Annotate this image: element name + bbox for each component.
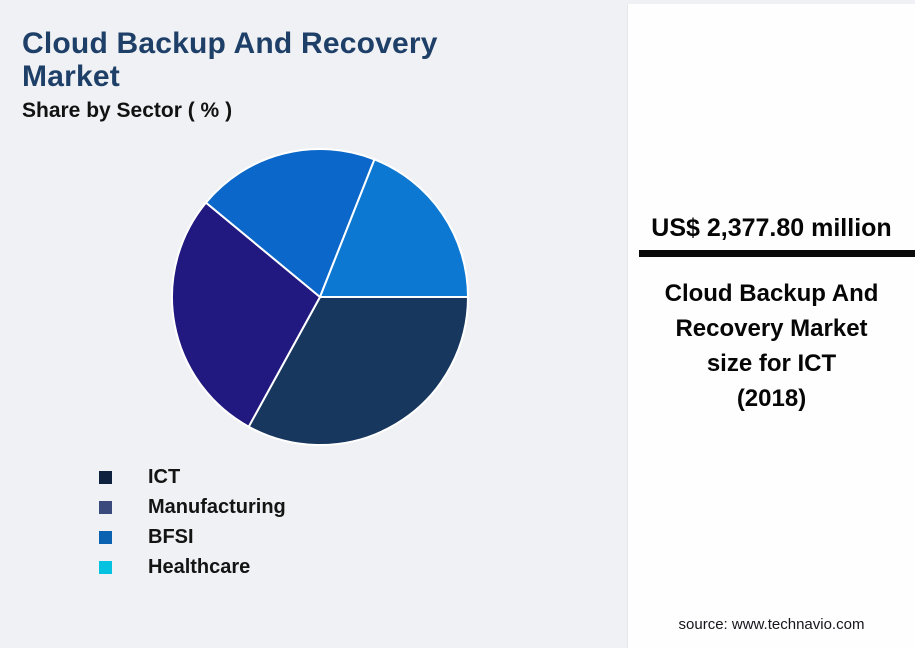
info-panel: US$ 2,377.80 million Cloud Backup And Re… [627,4,915,648]
pie-slice-manufacturing [171,201,321,428]
pie-chart-container [170,147,470,447]
legend-item-bfsi: BFSI [99,522,286,552]
chart-subtitle: Share by Sector ( % ) [22,99,233,122]
legend-swatch-bfsi-icon [99,530,112,544]
source-attribution: source: www.technavio.com [678,616,865,633]
legend-swatch-healthcare-icon [99,560,112,574]
legend-item-ict: ICT [99,462,286,492]
market-size-value: US$ 2,377.80 million [651,214,892,242]
pie-slice-bfsi [204,148,376,298]
legend-label-ict: ICT [148,465,181,488]
page-title: Cloud Backup And Recovery Market [22,27,438,93]
chart-legend: ICT Manufacturing BFSI Healthcare [99,462,286,582]
legend-label-manufacturing: Manufacturing [148,495,286,518]
legend-label-bfsi: BFSI [148,525,194,548]
legend-swatch-manufacturing-icon [99,500,112,514]
pie-slice-healthcare [319,158,469,298]
panel-divider [639,250,915,257]
pie-slice-ict [247,296,469,446]
pie-chart [171,148,469,446]
market-size-description: Cloud Backup And Recovery Market size fo… [664,280,879,412]
legend-item-healthcare: Healthcare [99,552,286,582]
legend-swatch-ict-icon [99,470,112,484]
legend-item-manufacturing: Manufacturing [99,492,286,522]
legend-label-healthcare: Healthcare [148,555,251,578]
